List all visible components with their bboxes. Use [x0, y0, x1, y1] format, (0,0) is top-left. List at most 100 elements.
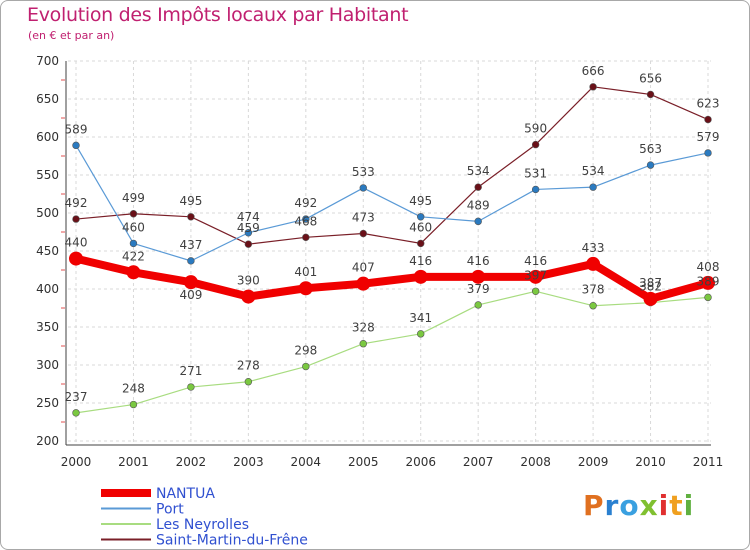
data-label: 397 [524, 268, 547, 282]
data-point [471, 269, 486, 284]
chart-subtitle: (en € et par an) [28, 29, 115, 42]
y-tick-label: 350 [36, 320, 59, 334]
data-label: 378 [582, 283, 605, 297]
x-tick-label: 2010 [635, 455, 666, 469]
x-tick-label: 2004 [291, 455, 322, 469]
axes: 200 250 300 350 400 450 500 550 600 650 700 2000 200… [36, 54, 723, 469]
data-label: 237 [65, 390, 88, 404]
data-point [417, 330, 425, 338]
legend-label: Les Neyrolles [156, 517, 249, 533]
data-label: 489 [467, 198, 490, 212]
x-tick-label: 2003 [233, 455, 264, 469]
data-point [72, 141, 80, 150]
data-label: 416 [409, 254, 432, 268]
data-point [241, 289, 256, 304]
data-point [129, 400, 138, 409]
data-point [646, 161, 655, 169]
data-label: 563 [639, 142, 662, 156]
y-tick-label: 600 [36, 130, 59, 144]
data-label: 495 [409, 194, 432, 208]
data-label: 623 [697, 97, 720, 111]
data-point [417, 239, 425, 248]
data-point [359, 184, 367, 192]
data-label: 422 [122, 249, 145, 263]
data-point [531, 185, 540, 194]
data-label: 492 [65, 196, 88, 210]
data-point [704, 149, 712, 157]
legend-label: Port [156, 502, 184, 518]
data-label: 389 [697, 274, 720, 288]
data-point [187, 257, 195, 265]
data-label: 459 [237, 221, 260, 235]
data-label: 589 [65, 122, 88, 136]
data-point [298, 281, 313, 296]
data-label: 474 [237, 210, 260, 224]
legend-label: Saint-Martin-du-Frêne [156, 533, 308, 549]
data-label: 248 [122, 382, 145, 396]
data-point [244, 240, 253, 248]
x-tick-label: 2009 [578, 455, 609, 469]
data-label: 495 [179, 194, 202, 208]
x-tick-label: 2011 [693, 455, 724, 469]
data-labels: 492 499 495 459 468 473 460 534 590 666 656 623 589 4… [65, 64, 720, 404]
data-label: 499 [122, 191, 145, 205]
data-label: 590 [524, 122, 547, 136]
legend-label: NANTUA [156, 486, 215, 502]
x-tick-label: 2007 [463, 455, 494, 469]
series-line [75, 86, 709, 245]
data-point [704, 115, 712, 124]
data-point [183, 275, 198, 290]
data-point [646, 90, 655, 99]
data-label: 534 [467, 164, 490, 178]
data-point [643, 291, 658, 306]
data-label: 409 [179, 288, 202, 302]
data-label: 437 [179, 238, 202, 252]
data-label: 460 [409, 220, 432, 234]
data-label: 390 [237, 274, 260, 288]
data-point [187, 383, 195, 391]
x-tick-label: 2001 [118, 455, 149, 469]
y-tick-label: 650 [36, 92, 59, 106]
data-point [359, 340, 367, 348]
data-point [417, 213, 425, 221]
data-point [302, 215, 310, 223]
x-tick-label: 2008 [520, 455, 551, 469]
data-point [413, 269, 428, 284]
data-label: 379 [467, 282, 490, 296]
data-label: 656 [639, 71, 662, 85]
data-point [528, 269, 543, 284]
data-point [72, 409, 80, 417]
data-point [531, 287, 540, 295]
data-label: 440 [65, 236, 88, 250]
x-tick-label: 2006 [405, 455, 436, 469]
data-label: 278 [237, 359, 260, 373]
data-point [72, 215, 80, 223]
data-label: 401 [294, 265, 317, 279]
x-tick-label: 2002 [176, 455, 207, 469]
data-label: 298 [294, 344, 317, 358]
data-point [302, 362, 310, 371]
grid [68, 60, 711, 445]
data-label: 460 [122, 220, 145, 234]
data-label: 416 [524, 254, 547, 268]
data-label: 387 [639, 276, 662, 290]
data-label: 473 [352, 211, 375, 225]
data-point [69, 251, 83, 266]
data-point [586, 256, 601, 271]
data-label: 531 [524, 166, 547, 180]
series-line [75, 290, 709, 414]
y-tick-label: 500 [36, 206, 59, 220]
series-layer [69, 83, 715, 417]
series-line [75, 254, 710, 303]
y-tick-label: 250 [36, 396, 59, 410]
x-tick-label: 2005 [348, 455, 379, 469]
data-point [474, 183, 482, 191]
data-label: 433 [582, 241, 605, 255]
data-point [531, 140, 540, 149]
data-point [244, 378, 253, 386]
data-point [589, 183, 597, 191]
data-label: 468 [294, 214, 317, 228]
data-label: 416 [467, 254, 490, 268]
